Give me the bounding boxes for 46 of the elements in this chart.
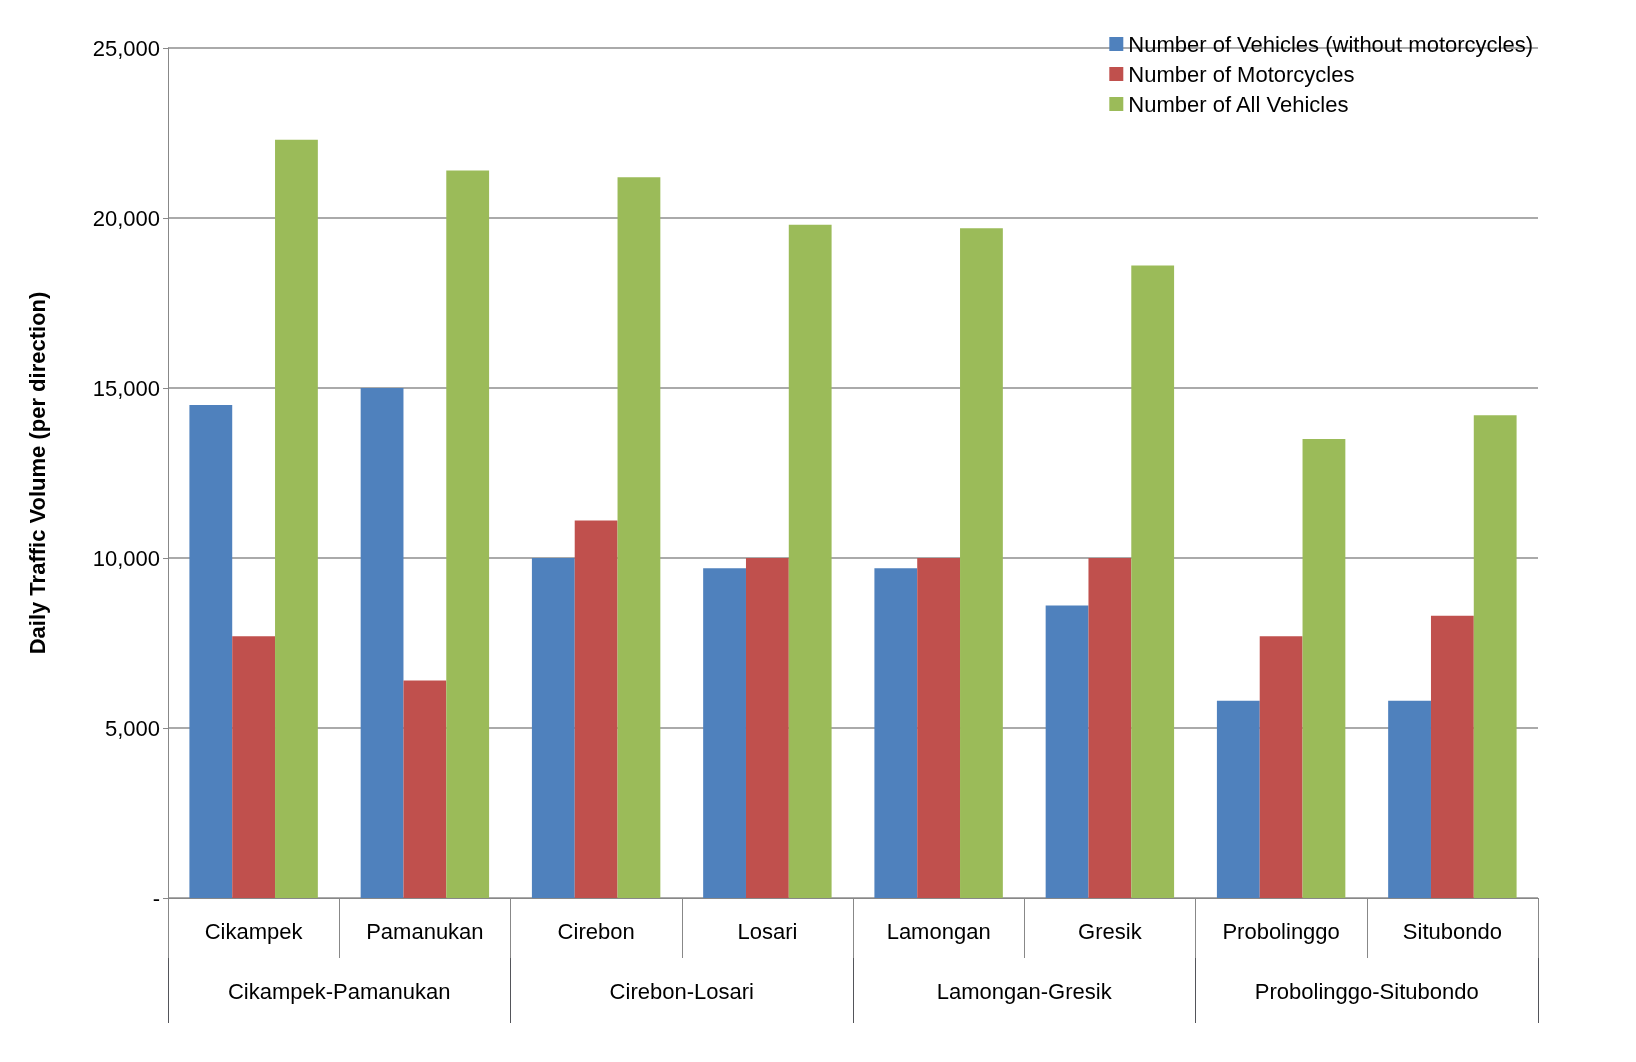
bar (1216, 700, 1260, 898)
x-tick-label: Pamanukan (366, 918, 484, 944)
x-tick-label: Losari (737, 918, 798, 944)
y-tick-label: 5,000 (104, 715, 160, 741)
bar (232, 636, 276, 898)
y-tick-label: 10,000 (92, 545, 160, 571)
bar (960, 228, 1003, 898)
legend-label: Number of All Vehicles (1128, 91, 1349, 117)
bar (1473, 415, 1517, 898)
bar (531, 558, 575, 898)
legend-label: Number of Vehicles (without motorcycles) (1128, 31, 1533, 57)
bar (1302, 439, 1346, 898)
y-tick-label: 15,000 (92, 375, 160, 401)
bar (446, 170, 490, 898)
bar (788, 224, 832, 898)
legend-label: Number of Motorcycles (1128, 61, 1355, 87)
x-tick-label: Gresik (1078, 918, 1143, 944)
bar (917, 558, 961, 898)
bar (189, 405, 233, 898)
bar (275, 139, 318, 898)
x-tick-label: Cikampek (204, 918, 304, 944)
x-tick-label: Lamongan (886, 918, 991, 944)
bar (1131, 265, 1175, 898)
text: Lamongan-Gresik (936, 978, 1113, 1004)
bar (1259, 636, 1303, 898)
text: Cikampek-Pamanukan (227, 978, 451, 1004)
x-tick-label: Probolinggo (1222, 918, 1340, 944)
bar (1430, 615, 1474, 898)
bar (360, 388, 404, 898)
x-tick-label: Situbondo (1402, 918, 1502, 944)
bar (1388, 700, 1431, 898)
bar (874, 568, 918, 898)
bar (403, 680, 447, 898)
y-axis-title: Daily Traffic Volume (per direction) (24, 291, 50, 655)
text: Probolinggo-Situbondo (1254, 978, 1479, 1004)
y-tick-label: 20,000 (92, 205, 160, 231)
bar (745, 558, 789, 898)
bar (1088, 558, 1132, 898)
text: Cirebon-Losari (609, 978, 754, 1004)
y-tick-label: - (152, 885, 160, 911)
bar (617, 177, 661, 898)
bar (1045, 605, 1089, 898)
bar (703, 568, 746, 898)
bar (574, 520, 618, 898)
y-tick-label: 25,000 (92, 35, 160, 61)
x-tick-label: Cirebon (557, 918, 635, 944)
